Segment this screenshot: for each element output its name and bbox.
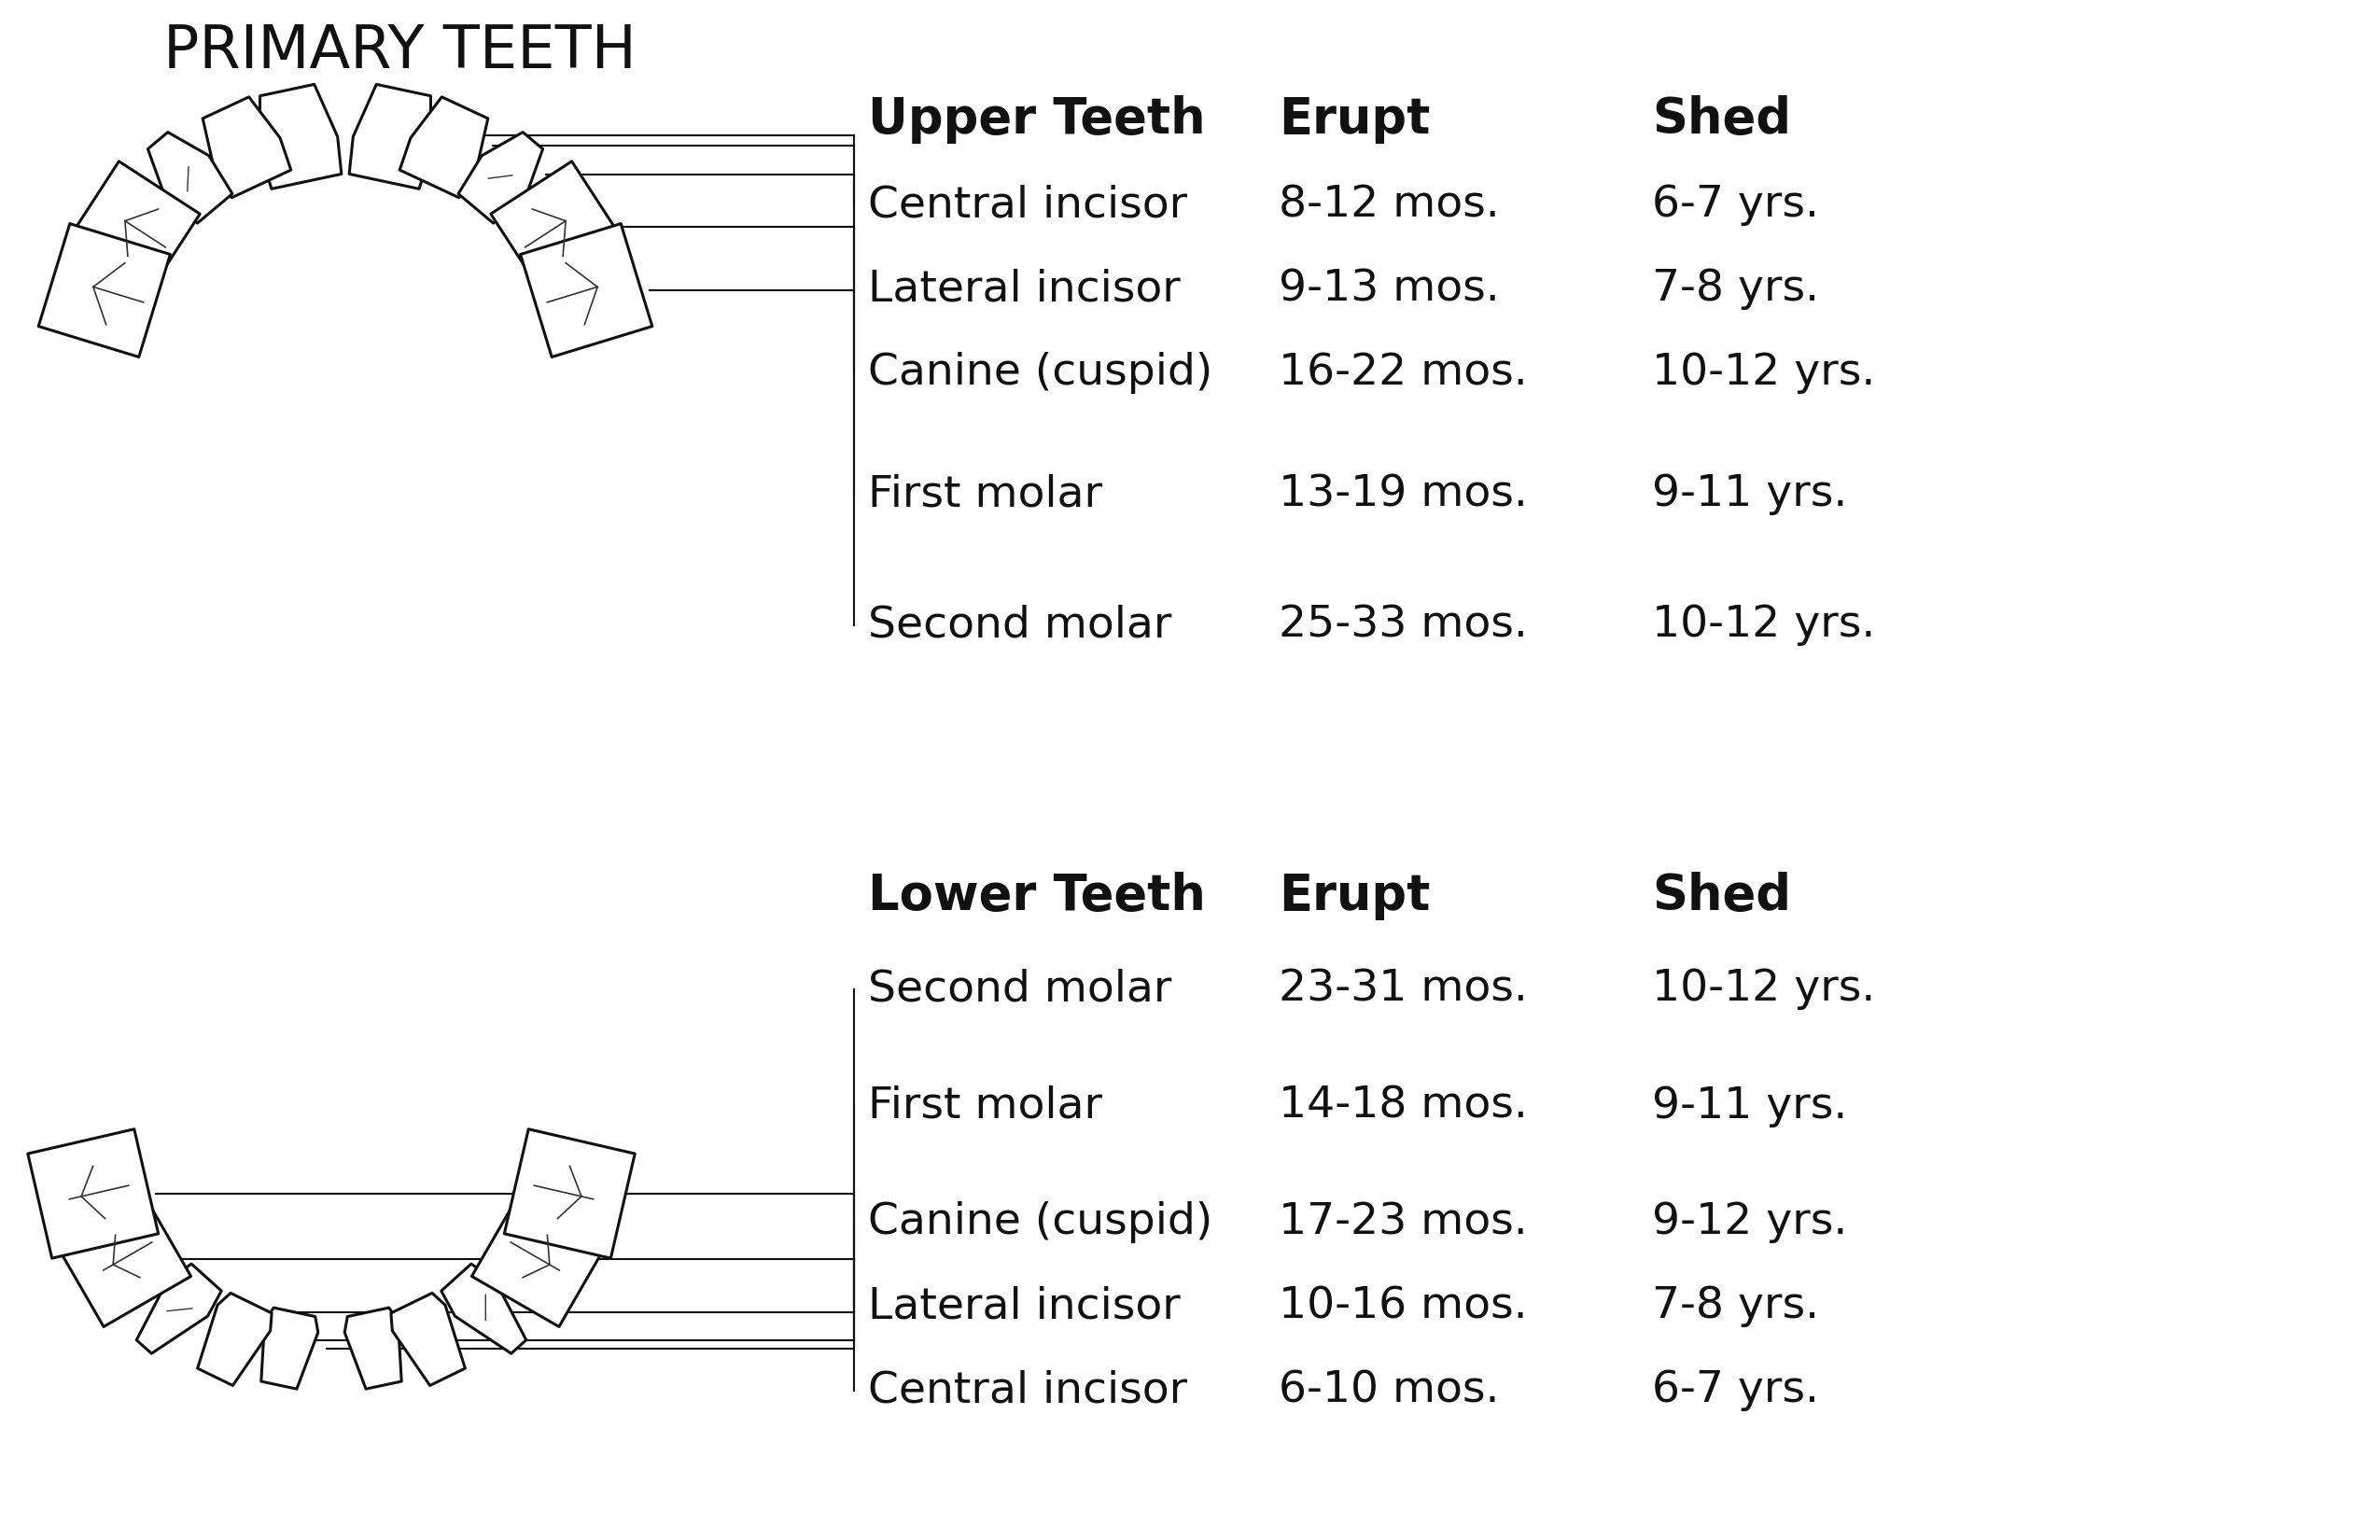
Text: 6-7 yrs.: 6-7 yrs. [1652, 1369, 1818, 1412]
Text: PRIMARY TEETH: PRIMARY TEETH [164, 23, 635, 80]
Text: 9-13 mos.: 9-13 mos. [1278, 268, 1499, 311]
Text: Lateral incisor: Lateral incisor [869, 1286, 1180, 1327]
Text: Erupt: Erupt [1278, 95, 1430, 143]
Polygon shape [490, 162, 624, 293]
Text: First molar: First molar [869, 474, 1102, 516]
Polygon shape [202, 97, 290, 197]
Text: 17-23 mos.: 17-23 mos. [1278, 1201, 1528, 1244]
Polygon shape [440, 1264, 526, 1354]
Text: 6-7 yrs.: 6-7 yrs. [1652, 185, 1818, 226]
Text: 9-11 yrs.: 9-11 yrs. [1652, 1086, 1847, 1127]
Text: 13-19 mos.: 13-19 mos. [1278, 474, 1528, 516]
Text: Central incisor: Central incisor [869, 185, 1188, 226]
Polygon shape [38, 223, 171, 357]
Text: Shed: Shed [1652, 872, 1792, 921]
Polygon shape [262, 1307, 319, 1389]
Text: 10-16 mos.: 10-16 mos. [1278, 1286, 1528, 1327]
Text: 10-12 yrs.: 10-12 yrs. [1652, 604, 1875, 647]
Polygon shape [390, 1294, 464, 1386]
Text: 10-12 yrs.: 10-12 yrs. [1652, 969, 1875, 1010]
Text: Erupt: Erupt [1278, 872, 1430, 921]
Text: 23-31 mos.: 23-31 mos. [1278, 969, 1528, 1010]
Polygon shape [350, 85, 431, 189]
Text: Shed: Shed [1652, 95, 1792, 143]
Text: Canine (cuspid): Canine (cuspid) [869, 1201, 1214, 1244]
Polygon shape [69, 162, 200, 293]
Text: Canine (cuspid): Canine (cuspid) [869, 353, 1214, 394]
Text: Upper Teeth: Upper Teeth [869, 95, 1207, 143]
Text: 8-12 mos.: 8-12 mos. [1278, 185, 1499, 226]
Polygon shape [471, 1192, 607, 1326]
Polygon shape [400, 97, 488, 197]
Polygon shape [521, 223, 652, 357]
Polygon shape [459, 132, 543, 223]
Text: Lateral incisor: Lateral incisor [869, 268, 1180, 311]
Polygon shape [29, 1129, 159, 1258]
Text: 25-33 mos.: 25-33 mos. [1278, 604, 1528, 647]
Text: Lower Teeth: Lower Teeth [869, 872, 1207, 921]
Polygon shape [259, 85, 340, 189]
Text: Second molar: Second molar [869, 969, 1171, 1010]
Text: 9-12 yrs.: 9-12 yrs. [1652, 1201, 1847, 1244]
Text: 7-8 yrs.: 7-8 yrs. [1652, 1286, 1818, 1327]
Polygon shape [136, 1264, 221, 1354]
Text: 6-10 mos.: 6-10 mos. [1278, 1369, 1499, 1412]
Text: 7-8 yrs.: 7-8 yrs. [1652, 268, 1818, 311]
Polygon shape [345, 1307, 402, 1389]
Text: 14-18 mos.: 14-18 mos. [1278, 1086, 1528, 1127]
Text: Second molar: Second molar [869, 604, 1171, 647]
Text: First molar: First molar [869, 1086, 1102, 1127]
Polygon shape [198, 1294, 271, 1386]
Text: 10-12 yrs.: 10-12 yrs. [1652, 353, 1875, 394]
Polygon shape [505, 1129, 635, 1258]
Polygon shape [55, 1192, 190, 1326]
Text: 9-11 yrs.: 9-11 yrs. [1652, 474, 1847, 516]
Text: Central incisor: Central incisor [869, 1369, 1188, 1412]
Text: 16-22 mos.: 16-22 mos. [1278, 353, 1528, 394]
Polygon shape [148, 132, 233, 223]
